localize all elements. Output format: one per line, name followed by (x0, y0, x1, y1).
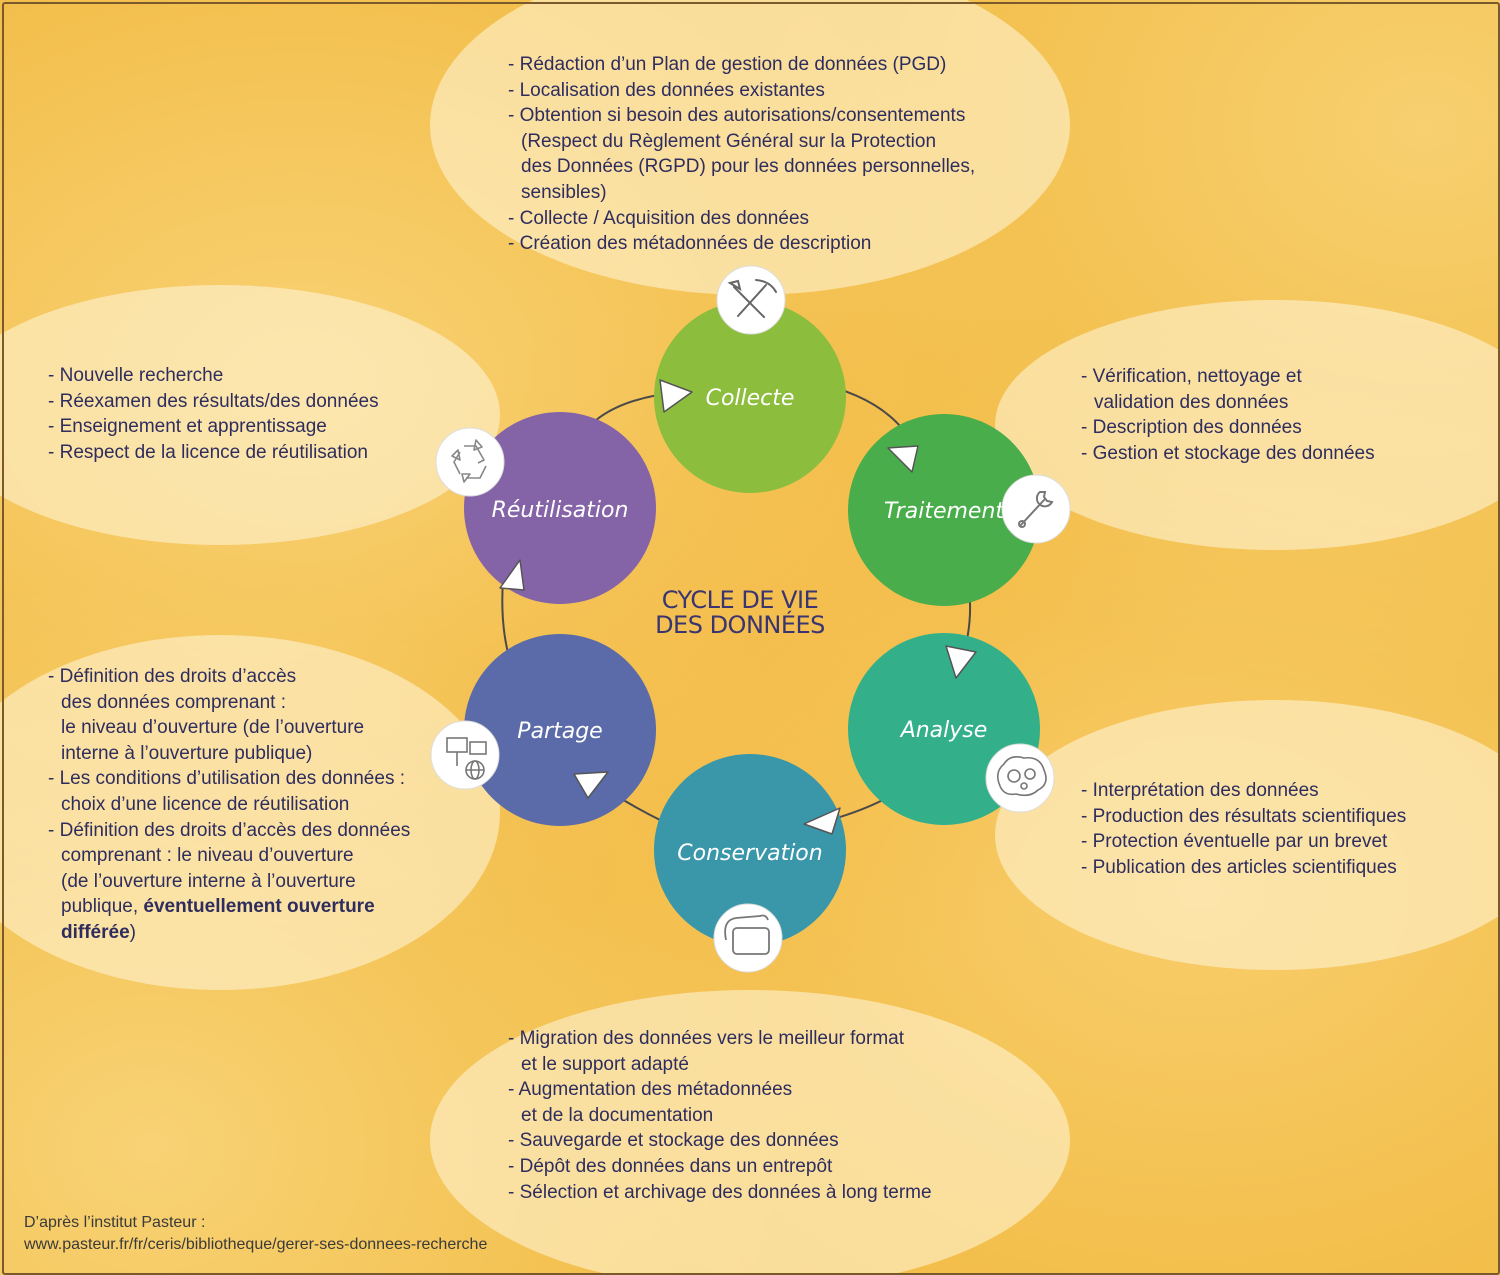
brain-gears-icon (985, 743, 1055, 813)
stage-label-collecte: Collecte (706, 386, 795, 411)
stage-label-analyse: Analyse (899, 718, 988, 743)
arrow-to-conservation (803, 807, 841, 835)
credit-line: D’après l’institut Pasteur : (24, 1214, 206, 1231)
text-reutilisation: - Nouvelle recherche - Réexamen des résu… (48, 363, 379, 465)
text-line: - Respect de la licence de réutilisation (48, 441, 369, 463)
text-analyse: - Interprétation des données - Productio… (1081, 778, 1406, 880)
text-partage: - Définition des droits d’accès des donn… (48, 664, 410, 946)
credit-url: www.pasteur.fr/fr/ceris/bibliotheque/ger… (24, 1236, 488, 1253)
text-line: publique, éventuellement ouverture (48, 894, 410, 920)
stage-circle-collecte (654, 301, 846, 493)
stage-label-reutilisation: Réutilisation (492, 498, 629, 523)
text-line: interne à l’ouverture publique) (61, 742, 313, 764)
text-line: - Nouvelle recherche (48, 365, 224, 386)
arrow-to-partage (573, 771, 609, 799)
text-line: - Localisation des données existantes (508, 79, 825, 101)
blob-reutilisation (0, 285, 500, 545)
center-title-line2: DES DONNÉES (655, 611, 825, 639)
text-collecte: - Rédaction d’un Plan de gestion de donn… (508, 52, 975, 257)
text-line: - Définition des droits d’accès des donn… (48, 819, 411, 841)
text-line: des données comprenant : (61, 691, 286, 713)
text-line: - Migration des données vers le meilleur… (508, 1028, 905, 1049)
text-line: et le support adapté (521, 1053, 689, 1075)
shovel-pickaxe-icon (716, 265, 786, 335)
text-line: - Obtention si besoin des autorisations/… (508, 105, 966, 127)
text-line: comprenant : le niveau d’ouverture (61, 845, 354, 867)
blob-partage (0, 635, 500, 990)
stage-circle-conservation (654, 754, 846, 946)
wrench-icon (1001, 474, 1071, 544)
blob-traitement (995, 300, 1500, 550)
text-line: et de la documentation (521, 1104, 714, 1126)
text-line: - Collecte / Acquisition des données (508, 207, 810, 229)
text-line: - Vérification, nettoyage et (1081, 366, 1302, 387)
hard-drive-icon (713, 903, 783, 973)
text-line: - Description des données (1081, 417, 1302, 439)
text-line: choix d’une licence de réutilisation (61, 793, 350, 815)
text-line: validation des données (1094, 391, 1289, 413)
text-traitement: - Vérification, nettoyage et validation … (1081, 364, 1375, 466)
network-globe-icon (430, 720, 500, 790)
source-credit: D’après l’institut Pasteur : www.pasteur… (24, 1212, 487, 1256)
text-line: - Création des métadonnées de descriptio… (508, 233, 872, 255)
text-line: - Enseignement et apprentissage (48, 416, 327, 438)
text-emphasis: éventuellement ouverture (143, 896, 375, 918)
text-fragment: publique, (61, 896, 144, 918)
arrow-to-reutilisation (499, 559, 525, 591)
center-title: CYCLE DE VIE DES DONNÉES (600, 588, 880, 638)
text-line: - Publication des articles scientifiques (1081, 856, 1397, 878)
text-line: - Protection éventuelle par un brevet (1081, 831, 1388, 853)
text-line: - Gestion et stockage des données (1081, 442, 1375, 464)
text-line: des Données (RGPD) pour les données pers… (521, 156, 976, 178)
stage-circle-reutilisation (464, 412, 656, 604)
text-line: différée) (48, 920, 410, 946)
text-line: - Interprétation des données (1081, 780, 1319, 801)
text-line: (Respect du Règlement Général sur la Pro… (521, 130, 937, 152)
arrow-to-collecte (659, 379, 693, 413)
stage-circle-traitement (848, 414, 1040, 606)
text-fragment: ) (129, 921, 136, 943)
text-line: - Définition des droits d’accès (48, 666, 297, 687)
stage-label-conservation: Conservation (677, 841, 822, 866)
text-line: le niveau d’ouverture (de l’ouverture (61, 717, 365, 739)
text-emphasis: différée (61, 921, 130, 943)
text-line: - Dépôt des données dans un entrepôt (508, 1155, 833, 1177)
blob-conservation (430, 990, 1070, 1275)
blob-collecte (430, 0, 1070, 295)
text-line: - Les conditions d’utilisation des donné… (48, 768, 406, 790)
text-line: - Augmentation des métadonnées (508, 1079, 793, 1101)
text-line: sensibles) (521, 181, 607, 203)
arrow-to-analyse (945, 645, 977, 679)
text-line: - Rédaction d’un Plan de gestion de donn… (508, 54, 947, 75)
blob-analyse (995, 700, 1500, 970)
text-line: - Sélection et archivage des données à l… (508, 1181, 932, 1203)
text-line: - Production des résultats scientifiques (1081, 805, 1407, 827)
center-title-line1: CYCLE DE VIE (661, 586, 819, 614)
text-line: - Réexamen des résultats/des données (48, 390, 379, 412)
stage-label-partage: Partage (517, 719, 602, 744)
text-line: - Sauvegarde et stockage des données (508, 1130, 839, 1152)
text-line: (de l’ouverture interne à l’ouverture (61, 870, 356, 892)
text-conservation: - Migration des données vers le meilleur… (508, 1026, 932, 1205)
stage-label-traitement: Traitement (884, 499, 1005, 524)
arrow-to-traitement (887, 445, 919, 473)
recycle-icon (435, 427, 505, 497)
stage-circle-partage (464, 634, 656, 826)
